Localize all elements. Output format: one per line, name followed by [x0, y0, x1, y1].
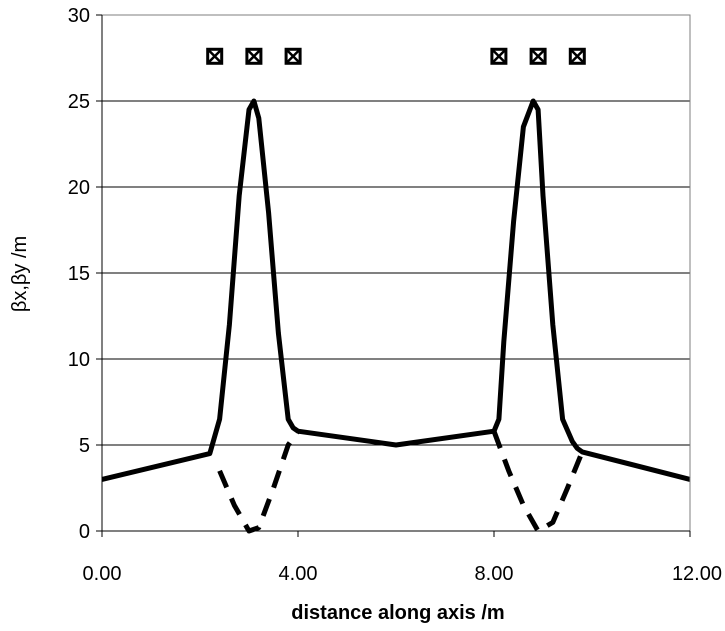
marker-5	[568, 47, 586, 65]
x-tick-label-0: 0.00	[83, 563, 122, 585]
label-layer: distance along axis /m βx,βy /m	[9, 236, 505, 624]
series-layer	[101, 98, 691, 534]
axis-layer: 0 5 10 15 20 25 30 0.00 4.00 8.00 12.00	[68, 5, 722, 585]
series-dashed-line-0	[217, 429, 301, 534]
marker-4	[529, 47, 547, 65]
x-tick-label-2: 8.00	[475, 563, 514, 585]
y-tick-label-3: 15	[68, 263, 90, 285]
marker-2	[284, 47, 302, 65]
y-tick-label-1: 5	[79, 435, 90, 457]
x-tick-label-3: 12.00	[672, 563, 722, 585]
series-dashed-line-1	[491, 430, 585, 534]
marker-3	[490, 47, 508, 65]
y-tick-label-5: 25	[68, 91, 90, 113]
marker-layer	[206, 47, 586, 65]
series-solid-line-0	[101, 98, 691, 482]
marker-1	[245, 47, 263, 65]
x-axis-title: distance along axis /m	[291, 602, 504, 624]
x-tick-label-1: 4.00	[279, 563, 318, 585]
y-tick-label-6: 30	[68, 5, 90, 27]
y-tick-label-0: 0	[79, 521, 90, 543]
marker-0	[206, 47, 224, 65]
y-tick-label-4: 20	[68, 177, 90, 199]
y-axis-title: βx,βy /m	[9, 236, 31, 312]
y-tick-label-2: 10	[68, 349, 90, 371]
